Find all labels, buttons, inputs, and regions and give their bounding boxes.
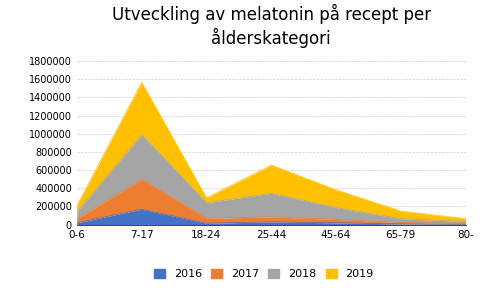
Legend: 2016, 2017, 2018, 2019: 2016, 2017, 2018, 2019 bbox=[151, 266, 377, 283]
Title: Utveckling av melatonin på recept per
ålderskategori: Utveckling av melatonin på recept per ål… bbox=[112, 4, 431, 48]
